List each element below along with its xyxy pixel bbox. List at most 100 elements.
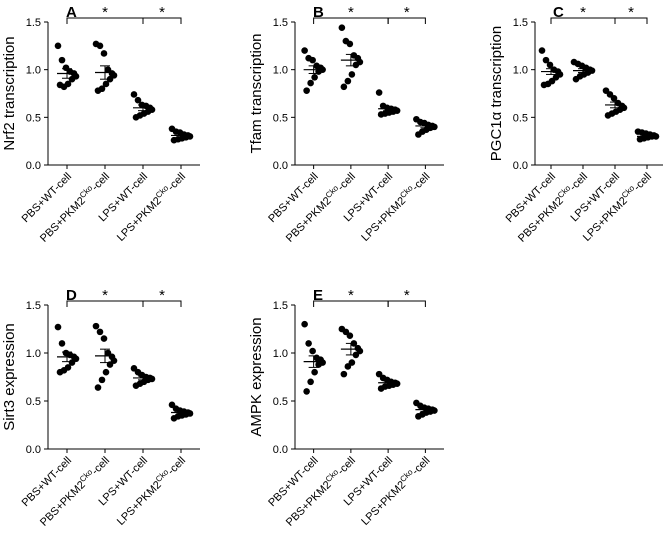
data-point bbox=[134, 96, 142, 104]
y-tick-label: 0.0 bbox=[26, 160, 41, 172]
data-point bbox=[340, 83, 348, 91]
significance-star: * bbox=[580, 4, 586, 21]
significance-star: * bbox=[348, 4, 354, 21]
data-point bbox=[538, 47, 546, 54]
y-tick-label: 1.5 bbox=[273, 300, 288, 312]
data-point bbox=[301, 320, 308, 328]
y-tick-label: 0.5 bbox=[513, 112, 528, 124]
y-tick-label: 1.0 bbox=[273, 348, 288, 360]
data-point bbox=[54, 323, 62, 331]
data-point bbox=[309, 347, 316, 355]
y-tick-label: 0.0 bbox=[26, 444, 41, 456]
y-tick-label: 1.0 bbox=[273, 65, 288, 77]
data-point bbox=[348, 71, 356, 78]
data-point bbox=[377, 111, 385, 118]
data-point bbox=[132, 382, 140, 389]
significance-star: * bbox=[348, 287, 354, 304]
y-tick-label: 1.5 bbox=[26, 300, 41, 312]
y-tick-label: 1.0 bbox=[513, 65, 528, 77]
data-point bbox=[546, 61, 554, 69]
y-tick-label: 0.0 bbox=[513, 160, 528, 172]
data-point bbox=[375, 89, 383, 96]
data-point bbox=[636, 135, 644, 143]
data-point bbox=[170, 414, 178, 422]
category-label: LPS+PKM2Cko-cell bbox=[113, 169, 188, 244]
data-point bbox=[346, 40, 354, 48]
data-point bbox=[58, 56, 66, 64]
significance-star: * bbox=[628, 4, 634, 21]
data-point bbox=[303, 87, 310, 94]
y-axis-title: PGC1α transcription bbox=[488, 26, 505, 161]
data-point bbox=[344, 77, 352, 85]
data-point bbox=[572, 75, 580, 83]
category-label: LPS+PKM2Cko-cell bbox=[113, 453, 188, 528]
data-point bbox=[94, 384, 102, 391]
y-tick-label: 0.5 bbox=[26, 112, 41, 124]
data-point bbox=[315, 361, 322, 368]
significance-bracket bbox=[142, 300, 182, 307]
y-tick-label: 1.0 bbox=[26, 65, 41, 77]
panel-letter: E bbox=[313, 287, 323, 304]
y-axis-title: Sirt3 expression bbox=[1, 323, 18, 431]
data-point bbox=[415, 413, 422, 420]
category-label: PBS+PKM2Cko-cell bbox=[37, 169, 113, 245]
data-point bbox=[307, 79, 314, 87]
significance-star: * bbox=[404, 287, 410, 304]
y-tick-label: 1.5 bbox=[26, 17, 41, 29]
data-point bbox=[303, 388, 310, 395]
data-point bbox=[170, 136, 178, 144]
y-tick-label: 0.0 bbox=[273, 160, 288, 172]
data-point bbox=[352, 61, 360, 69]
significance-bracket bbox=[387, 17, 426, 24]
panel-letter: C bbox=[553, 4, 564, 21]
data-point bbox=[540, 81, 548, 89]
data-point bbox=[100, 335, 108, 342]
y-tick-label: 0.0 bbox=[273, 444, 288, 456]
data-point bbox=[98, 376, 106, 384]
data-point bbox=[415, 131, 422, 138]
data-point bbox=[96, 328, 104, 336]
y-tick-label: 0.5 bbox=[273, 112, 288, 124]
data-point bbox=[68, 359, 76, 366]
data-point bbox=[56, 81, 64, 89]
significance-star: * bbox=[159, 287, 165, 304]
panel-letter: B bbox=[313, 4, 324, 21]
category-label: LPS+PKM2Cko-cell bbox=[358, 169, 433, 244]
y-axis-title: Nrf2 transcription bbox=[1, 36, 18, 150]
data-point bbox=[311, 368, 318, 376]
data-point bbox=[542, 56, 550, 64]
category-label: PBS+PKM2Cko-cell bbox=[37, 453, 113, 529]
category-label: PBS+PKM2Cko-cell bbox=[282, 453, 358, 529]
significance-bracket bbox=[142, 17, 182, 24]
data-point bbox=[94, 87, 102, 94]
data-point bbox=[311, 73, 318, 81]
data-point bbox=[92, 322, 100, 330]
data-point bbox=[604, 112, 612, 119]
data-point bbox=[610, 94, 618, 102]
data-point bbox=[68, 75, 76, 83]
data-point bbox=[58, 340, 66, 347]
data-point bbox=[56, 368, 64, 376]
data-point bbox=[301, 47, 308, 54]
y-axis-title: AMPK expression bbox=[248, 317, 265, 436]
data-point bbox=[307, 378, 314, 386]
significance-bracket bbox=[387, 300, 426, 307]
significance-bracket bbox=[614, 17, 648, 24]
y-tick-label: 0.5 bbox=[273, 396, 288, 408]
significance-star: * bbox=[102, 4, 108, 21]
data-point bbox=[305, 340, 312, 347]
data-point bbox=[344, 363, 352, 370]
panel-letter: D bbox=[66, 287, 77, 304]
significance-star: * bbox=[159, 4, 165, 21]
data-point bbox=[100, 50, 108, 57]
y-axis-title: Tfam transcription bbox=[248, 33, 265, 153]
data-point bbox=[346, 332, 354, 340]
category-label: LPS+PKM2Cko-cell bbox=[358, 453, 433, 528]
data-point bbox=[96, 42, 104, 50]
